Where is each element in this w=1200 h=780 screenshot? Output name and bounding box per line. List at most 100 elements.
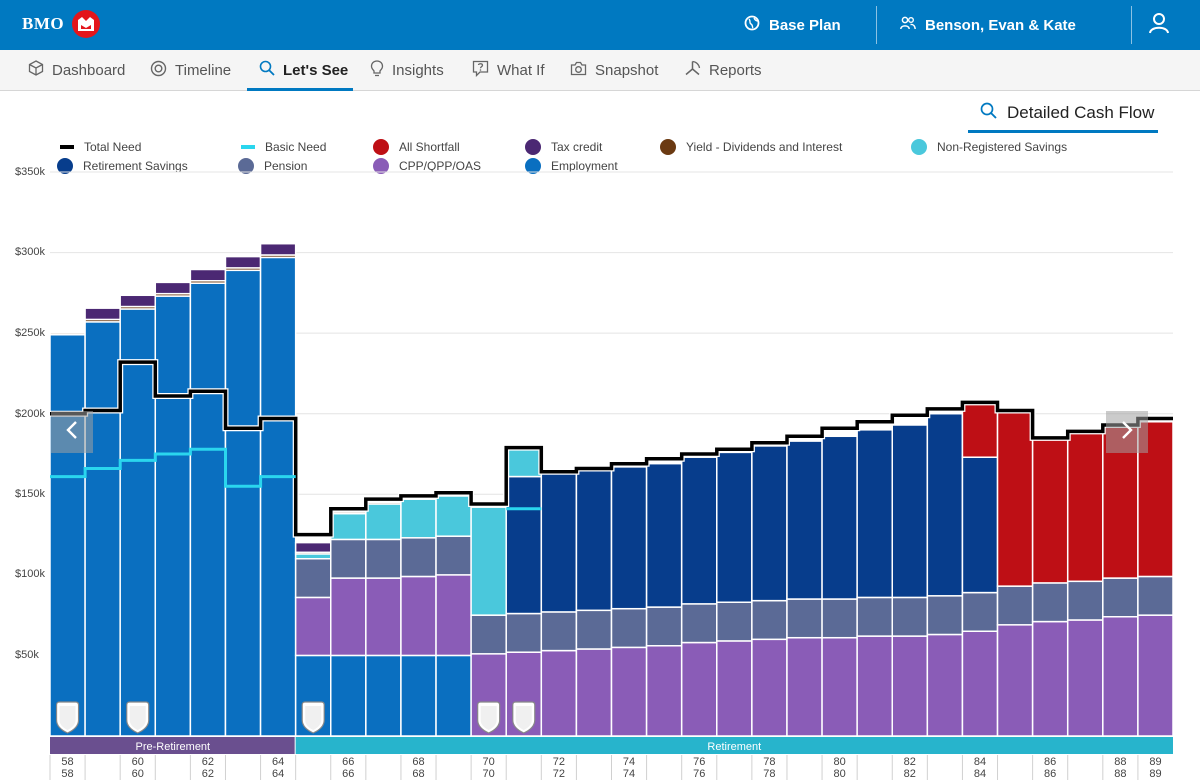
people-icon	[900, 16, 916, 34]
bar-segment-cpp	[821, 636, 858, 737]
legend-label: Non-Registered Savings	[937, 140, 1068, 154]
age-label-primary: 62	[202, 756, 214, 768]
bar-segment-non-registered	[365, 503, 402, 541]
brand-name: BMO	[22, 14, 65, 33]
legend-swatch	[241, 145, 255, 149]
legend-swatch	[238, 158, 254, 174]
bar-segment-cpp	[330, 577, 367, 657]
bar-segment-non-registered	[505, 448, 543, 478]
legend-total-need[interactable]: Total Need	[60, 140, 141, 154]
bar-segment-retirement-savings	[891, 424, 929, 599]
bar-segment-pension	[365, 538, 402, 579]
age-label-secondary: 78	[763, 768, 775, 780]
plan-selector[interactable]: Base Plan	[744, 0, 841, 50]
cube-icon	[28, 60, 44, 80]
bar-segment-pension	[996, 585, 1034, 626]
age-label-primary: 68	[412, 756, 424, 768]
active-tab-indicator	[247, 88, 353, 91]
bar-segment-shortfall	[1031, 437, 1069, 584]
legend-all-shortfall[interactable]: All Shortfall	[373, 139, 460, 155]
age-label-primary: 60	[132, 756, 144, 768]
age-label-secondary: 68	[412, 768, 424, 780]
legend-non-registered-savings[interactable]: Non-Registered Savings	[911, 139, 1067, 155]
bar-segment-cpp	[891, 635, 929, 737]
age-label-secondary: 88	[1114, 768, 1126, 780]
legend-swatch	[60, 145, 74, 149]
y-tick-label: $200k	[15, 408, 45, 420]
bar-segment-yield	[400, 496, 437, 500]
bar-segment-pension	[294, 557, 332, 599]
tab-label: Dashboard	[52, 61, 126, 79]
bar-segment-tax-credit	[189, 268, 227, 282]
age-label-primary: 78	[763, 756, 775, 768]
bmo-logo[interactable]: BMO	[22, 10, 101, 38]
bar-segment-pension	[961, 591, 999, 633]
camera-icon	[570, 61, 587, 80]
tab-insights[interactable]: Insights	[370, 50, 444, 90]
bar-segment-cpp	[365, 577, 402, 657]
legend-tax-credit[interactable]: Tax credit	[525, 139, 602, 155]
bar-segment-shortfall	[996, 411, 1034, 587]
age-label-primary: 72	[553, 756, 565, 768]
tab-snapshot[interactable]: Snapshot	[570, 50, 658, 90]
bar-segment-cpp	[294, 596, 332, 657]
tab-lets-see[interactable]: Let's See	[247, 50, 353, 91]
total-need-line-halo	[50, 359, 1173, 538]
bar-segment-yield	[84, 318, 121, 323]
chevron-left-icon	[65, 420, 79, 445]
basic-need-line	[50, 447, 296, 488]
bar-segment-cpp	[751, 638, 788, 737]
bar-segment-cpp	[680, 641, 718, 737]
legend-pension[interactable]: Pension	[238, 158, 307, 174]
bar-segment-pension	[645, 606, 683, 647]
bar-segment-pension	[610, 607, 648, 649]
client-selector[interactable]: Benson, Evan & Kate	[900, 0, 1076, 50]
bar-segment-employment	[330, 654, 367, 737]
tab-timeline[interactable]: Timeline	[150, 50, 231, 90]
bar-segment-retirement-savings	[786, 440, 823, 600]
y-tick-label: $300k	[15, 246, 45, 258]
age-label-primary: 86	[1044, 756, 1056, 768]
legend-cpp-qpp-oas[interactable]: CPP/QPP/OAS	[373, 158, 481, 174]
age-label-secondary: 62	[202, 768, 214, 780]
bar-segment-tax-credit	[154, 281, 192, 295]
client-names: Benson, Evan & Kate	[925, 16, 1076, 34]
legend-label: All Shortfall	[399, 140, 460, 154]
top-header: BMO Base Plan Benson, Evan & Kate	[0, 0, 1200, 50]
bar-segment-pension	[435, 535, 472, 576]
age-label-primary: 80	[833, 756, 845, 768]
bar-segment-yield	[224, 267, 262, 272]
legend-employment[interactable]: Employment	[525, 158, 618, 174]
user-profile-button[interactable]	[1148, 0, 1170, 50]
age-label-primary: 84	[974, 756, 986, 768]
bar-segment-shortfall	[1066, 432, 1104, 583]
main-navigation: Dashboard Timeline Let's See Insights Wh…	[0, 50, 1200, 91]
bar-segment-cpp	[505, 651, 543, 737]
bar-segment-pension	[891, 596, 929, 637]
bar-segment-cpp	[470, 653, 507, 737]
tab-label: Insights	[392, 61, 444, 79]
header-divider	[1131, 6, 1132, 44]
tab-what-if[interactable]: What If	[472, 50, 545, 90]
previous-arrow-button[interactable]	[51, 411, 93, 453]
legend-label: Yield - Dividends and Interest	[686, 140, 843, 154]
tab-label: Let's See	[283, 61, 349, 79]
event-marker-icon	[126, 701, 150, 734]
bar-segment-cpp	[1137, 614, 1174, 737]
next-arrow-button[interactable]	[1106, 411, 1148, 453]
event-marker-shape	[55, 701, 80, 734]
bar-segment-non-registered	[400, 498, 437, 539]
bar-segment-cpp	[1102, 616, 1139, 737]
event-marker-inner	[305, 706, 322, 730]
tab-reports[interactable]: Reports	[684, 50, 762, 90]
legend-basic-need[interactable]: Basic Need	[241, 140, 326, 154]
age-label-secondary: 80	[833, 768, 845, 780]
legend-swatch	[57, 158, 73, 174]
event-marker-shape	[301, 701, 325, 734]
legend-retirement-savings[interactable]: Retirement Savings	[57, 158, 188, 174]
bar-segment-pension	[505, 612, 543, 653]
detailed-cash-flow-selector[interactable]: Detailed Cash Flow	[968, 95, 1158, 133]
legend-yield[interactable]: Yield - Dividends and Interest	[660, 139, 842, 155]
header-divider	[876, 6, 877, 44]
tab-dashboard[interactable]: Dashboard	[28, 50, 125, 90]
